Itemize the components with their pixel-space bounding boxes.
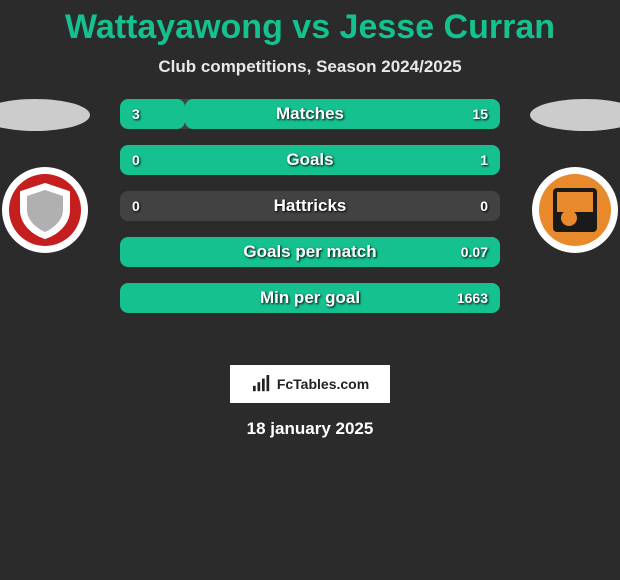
comparison-subtitle: Club competitions, Season 2024/2025 xyxy=(0,57,620,77)
stat-label: Goals per match xyxy=(120,242,500,262)
club-badge-right xyxy=(532,167,618,253)
bar-chart-icon xyxy=(251,375,273,393)
brand-text: FcTables.com xyxy=(277,376,369,392)
player-photo-placeholder-right xyxy=(530,99,620,131)
stat-row: 1663Min per goal xyxy=(120,283,500,313)
stat-label: Matches xyxy=(120,104,500,124)
snapshot-date: 18 january 2025 xyxy=(0,419,620,439)
stat-row: 315Matches xyxy=(120,99,500,129)
club-badge-left xyxy=(2,167,88,253)
left-column xyxy=(0,99,120,253)
comparison-area: 315Matches 01Goals 00Hattricks 0.07Goals pe… xyxy=(0,99,620,359)
stat-label: Hattricks xyxy=(120,196,500,216)
comparison-title: Wattayawong vs Jesse Curran xyxy=(0,0,620,47)
stat-row: 01Goals xyxy=(120,145,500,175)
stat-label: Goals xyxy=(120,150,500,170)
shield-icon xyxy=(15,180,75,240)
player-photo-placeholder-left xyxy=(0,99,90,131)
stat-row: 00Hattricks xyxy=(120,191,500,221)
brand-attribution: FcTables.com xyxy=(230,365,390,403)
stats-rows: 315Matches 01Goals 00Hattricks 0.07Goals pe… xyxy=(120,99,500,313)
right-column xyxy=(500,99,620,253)
crest-icon xyxy=(547,182,603,238)
stat-row: 0.07Goals per match xyxy=(120,237,500,267)
stat-label: Min per goal xyxy=(120,288,500,308)
